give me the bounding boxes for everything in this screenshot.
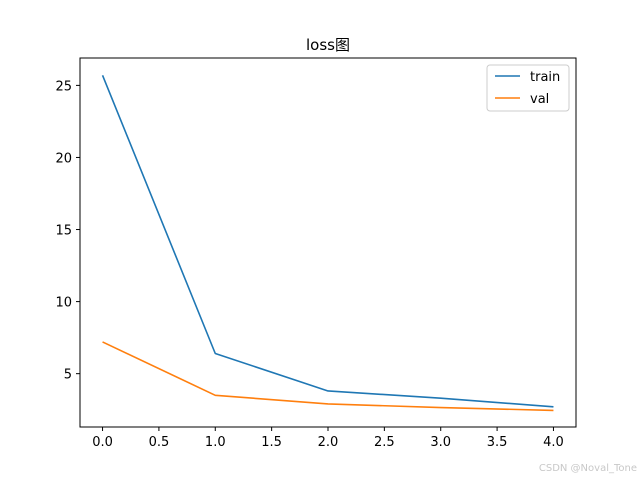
x-tick-label-8: 4.0 <box>543 435 564 450</box>
series-line-train <box>101 74 554 408</box>
x-tick-label-4: 2.0 <box>318 435 339 450</box>
x-tick-label-1: 0.5 <box>149 435 170 450</box>
series-line-val <box>102 341 554 412</box>
legend-label-train: train <box>530 70 560 85</box>
y-tick-label-0: 5 <box>64 368 72 383</box>
legend-label-val: val <box>530 92 549 107</box>
plot-frame <box>79 57 577 428</box>
x-tick-label-2: 1.0 <box>205 435 226 450</box>
legend: train val <box>486 64 570 112</box>
x-tick-label-0: 0.0 <box>92 435 113 450</box>
x-tick-label-3: 1.5 <box>261 435 282 450</box>
chart-title: loss图 <box>306 36 350 54</box>
watermark: CSDN @Noval_Tone <box>538 463 637 474</box>
y-axis: 5 10 15 20 25 <box>55 79 80 383</box>
y-tick-label-3: 20 <box>55 151 72 166</box>
plot-area <box>79 57 577 428</box>
y-tick-label-4: 25 <box>55 79 72 94</box>
x-axis: 0.0 0.5 1.0 1.5 2.0 2.5 3.0 3.5 4.0 <box>92 427 564 450</box>
series-layer <box>101 74 554 412</box>
y-tick-label-1: 10 <box>55 296 72 311</box>
y-tick-label-2: 15 <box>55 224 72 239</box>
x-tick-label-6: 3.0 <box>430 435 451 450</box>
x-tick-label-7: 3.5 <box>487 435 508 450</box>
x-tick-label-5: 2.5 <box>374 435 395 450</box>
